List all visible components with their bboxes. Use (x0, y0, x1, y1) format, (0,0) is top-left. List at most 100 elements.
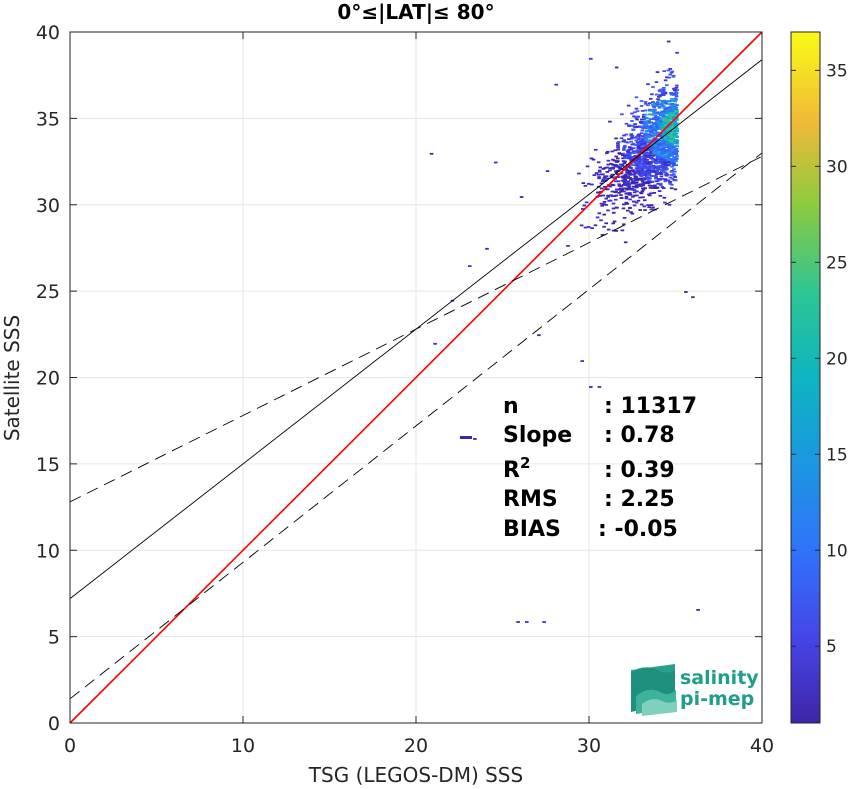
density-cell (643, 101, 648, 103)
density-cell (648, 186, 653, 189)
density-cell (651, 154, 655, 157)
density-cell (656, 152, 661, 155)
density-cell (598, 170, 602, 173)
density-cell (671, 148, 675, 151)
density-cell (665, 111, 670, 114)
density-cell (580, 360, 584, 362)
density-cell (623, 157, 627, 160)
stat-label: n (503, 394, 519, 419)
density-cell (647, 206, 651, 208)
density-cell (664, 172, 669, 175)
density-cell (645, 177, 649, 180)
density-cell (666, 100, 671, 103)
density-cell (674, 108, 679, 111)
density-cell (667, 118, 672, 121)
density-cell (594, 172, 599, 174)
density-cell (670, 144, 675, 147)
colorbar-tick-label: 5 (826, 637, 837, 657)
density-cell (601, 173, 605, 176)
density-cell (622, 223, 626, 226)
density-cell (663, 108, 668, 110)
density-cell (597, 177, 601, 180)
chart-title: 0°≤|LAT|≤ 80° (337, 0, 494, 24)
density-cell (641, 170, 646, 173)
density-cell (610, 190, 615, 193)
density-cell (665, 121, 669, 124)
density-cell (643, 165, 647, 168)
density-cell (654, 177, 659, 180)
density-cell (665, 168, 669, 170)
density-cell (669, 187, 674, 190)
density-cell (670, 160, 675, 163)
density-cell (672, 151, 676, 154)
density-cell (674, 142, 679, 145)
density-cell (660, 145, 665, 148)
density-cell (659, 120, 663, 123)
density-cell (630, 120, 634, 122)
density-cell (635, 110, 640, 113)
density-cell (653, 154, 658, 156)
density-cell (658, 143, 662, 145)
density-cell (669, 139, 674, 142)
density-cell (639, 105, 644, 107)
colorbar-gradient (790, 31, 821, 724)
density-cell (647, 194, 652, 197)
density-cell (631, 142, 636, 145)
density-cell (582, 204, 587, 207)
y-tick-label: 10 (36, 540, 60, 562)
density-cell (632, 177, 636, 180)
density-cell (641, 127, 645, 130)
density-cell (657, 141, 661, 144)
density-cell (617, 192, 621, 194)
density-cell (629, 140, 633, 143)
density-cell (622, 147, 626, 150)
density-cell (672, 145, 677, 148)
density-cell (662, 88, 666, 91)
density-cell (597, 386, 602, 388)
density-cell (631, 124, 635, 127)
density-cell (652, 171, 657, 173)
density-cell (672, 173, 676, 175)
density-cell (638, 163, 642, 166)
density-cell (649, 204, 654, 206)
density-cell (632, 152, 636, 154)
density-cell (646, 167, 650, 170)
density-cell (660, 186, 665, 188)
density-cell (610, 195, 615, 197)
density-cell (619, 197, 624, 199)
density-cell (624, 133, 629, 136)
density-cell (666, 156, 670, 159)
density-cell (659, 161, 664, 164)
density-cell (641, 115, 646, 118)
density-cell (670, 183, 674, 186)
density-cell (636, 145, 641, 147)
density-cell (671, 137, 676, 140)
density-cell (658, 114, 663, 116)
density-cell (675, 145, 679, 148)
density-cell (673, 97, 678, 100)
density-cell (650, 113, 655, 116)
x-tick-label: 0 (64, 735, 76, 757)
density-cell (622, 177, 627, 180)
density-cell (664, 174, 669, 177)
density-cell (647, 173, 652, 175)
density-cell (638, 165, 643, 168)
density-cell (663, 126, 667, 129)
density-cell (658, 195, 663, 197)
density-cell (640, 180, 645, 183)
density-cell (643, 117, 648, 119)
density-cell (596, 161, 601, 164)
density-cell (647, 154, 652, 157)
density-cell (648, 102, 652, 105)
density-cell (658, 147, 662, 150)
density-cell (648, 121, 653, 124)
density-cell (585, 165, 590, 168)
density-cell (641, 182, 646, 185)
density-cell (671, 164, 676, 167)
density-cell (661, 94, 666, 96)
density-cell (621, 152, 625, 155)
density-cell (620, 179, 625, 182)
density-cell (664, 118, 669, 121)
density-cell (649, 126, 653, 129)
density-cell (623, 182, 627, 184)
